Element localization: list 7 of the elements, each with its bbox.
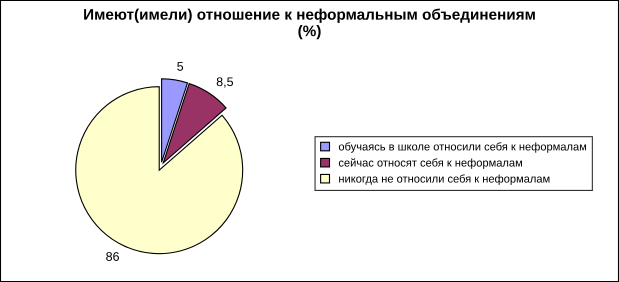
chart-title: Имеют(имели) отношение к неформальным объединениям (%): [84, 8, 535, 40]
data-label: 5: [177, 62, 184, 71]
legend-label: никогда не относили себя к неформалам: [339, 174, 550, 185]
data-label: 86: [106, 252, 119, 261]
data-label: 8,5: [216, 77, 234, 88]
legend-label: сейчас относят себя к неформалам: [338, 158, 522, 169]
legend-label: обучаясь в школе относили себя к неформалам: [338, 142, 586, 153]
